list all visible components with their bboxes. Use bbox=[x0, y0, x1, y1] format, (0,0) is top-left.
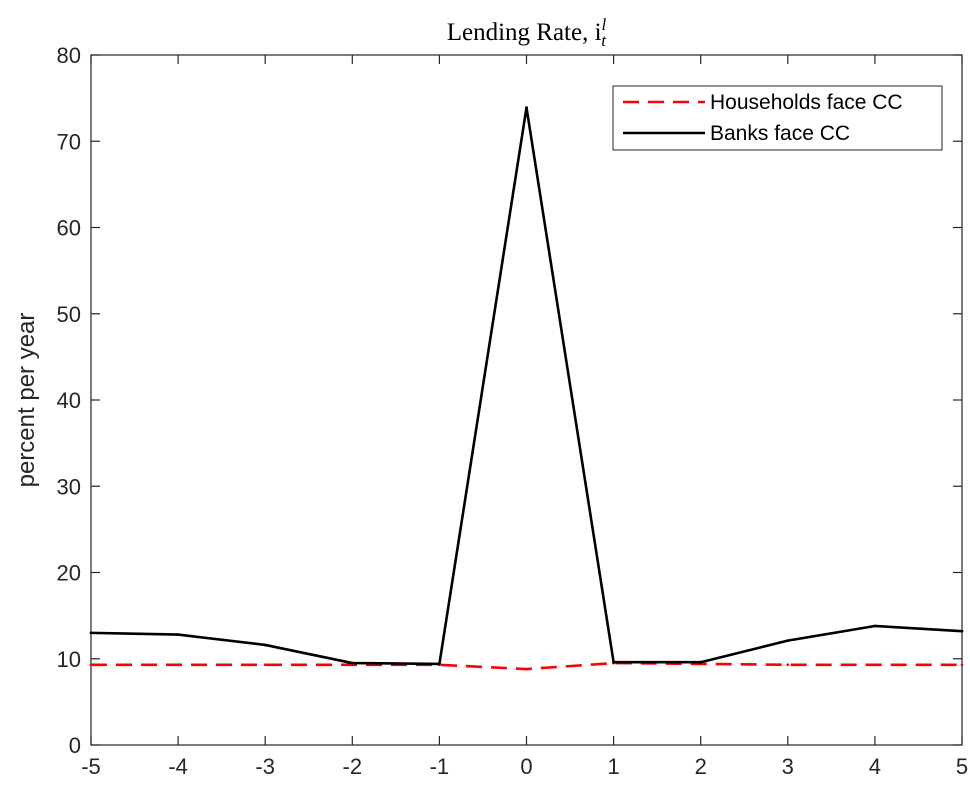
x-tick-label: 2 bbox=[695, 754, 707, 779]
legend-box bbox=[612, 85, 943, 151]
x-tick-label: -1 bbox=[430, 754, 450, 779]
data-point-households bbox=[786, 663, 790, 667]
chart-title: Lending Rate, il t bbox=[447, 15, 608, 50]
x-tick-label: 0 bbox=[520, 754, 532, 779]
x-tick-label: -5 bbox=[81, 754, 101, 779]
data-point-banks bbox=[873, 624, 877, 628]
y-tick-label: 60 bbox=[57, 216, 81, 241]
data-point-households bbox=[263, 663, 267, 667]
y-tick-label: 10 bbox=[57, 647, 81, 672]
x-tick-label: -4 bbox=[168, 754, 188, 779]
legend-label-banks: Banks face CC bbox=[710, 122, 850, 145]
chart-title-subscript: t bbox=[601, 31, 607, 50]
x-tick-label: -2 bbox=[343, 754, 363, 779]
data-point-banks bbox=[350, 661, 354, 665]
plot-area bbox=[90, 54, 963, 746]
data-point-banks bbox=[525, 106, 528, 110]
data-point-banks bbox=[699, 660, 703, 664]
data-point-banks bbox=[960, 629, 964, 633]
data-point-households bbox=[89, 663, 93, 667]
x-tick-label: 4 bbox=[869, 754, 881, 779]
axes-box bbox=[90, 54, 963, 746]
y-tick-label: 80 bbox=[57, 43, 81, 68]
y-tick-label: 20 bbox=[57, 561, 81, 586]
legend-label-households: Households face CC bbox=[710, 91, 903, 114]
x-tick-label: 3 bbox=[782, 754, 794, 779]
data-point-banks bbox=[786, 639, 790, 643]
data-point-banks bbox=[612, 660, 615, 664]
chart-title-main: Lending Rate, i bbox=[447, 19, 602, 46]
chart-title-superscript: l bbox=[602, 15, 607, 34]
y-tick-label: 0 bbox=[69, 733, 81, 758]
data-point-households bbox=[176, 663, 180, 667]
y-tick-label: 70 bbox=[57, 129, 81, 154]
data-point-banks bbox=[438, 662, 441, 666]
y-tick-label: 30 bbox=[57, 474, 81, 499]
data-point-banks bbox=[89, 631, 93, 635]
x-tick-label: 5 bbox=[956, 754, 968, 779]
x-tick-label: 1 bbox=[607, 754, 619, 779]
data-point-households bbox=[960, 663, 964, 667]
data-point-banks bbox=[263, 643, 267, 647]
y-axis-label: percent per year bbox=[13, 313, 40, 488]
data-point-households bbox=[873, 663, 877, 667]
y-tick-label: 40 bbox=[57, 388, 81, 413]
data-point-banks bbox=[176, 633, 180, 636]
y-tick-label: 50 bbox=[57, 302, 81, 327]
legend: Households face CC Banks face CC bbox=[612, 85, 943, 151]
data-point-households bbox=[525, 667, 528, 671]
series-layer bbox=[89, 106, 964, 671]
x-tick-label: -3 bbox=[255, 754, 275, 779]
